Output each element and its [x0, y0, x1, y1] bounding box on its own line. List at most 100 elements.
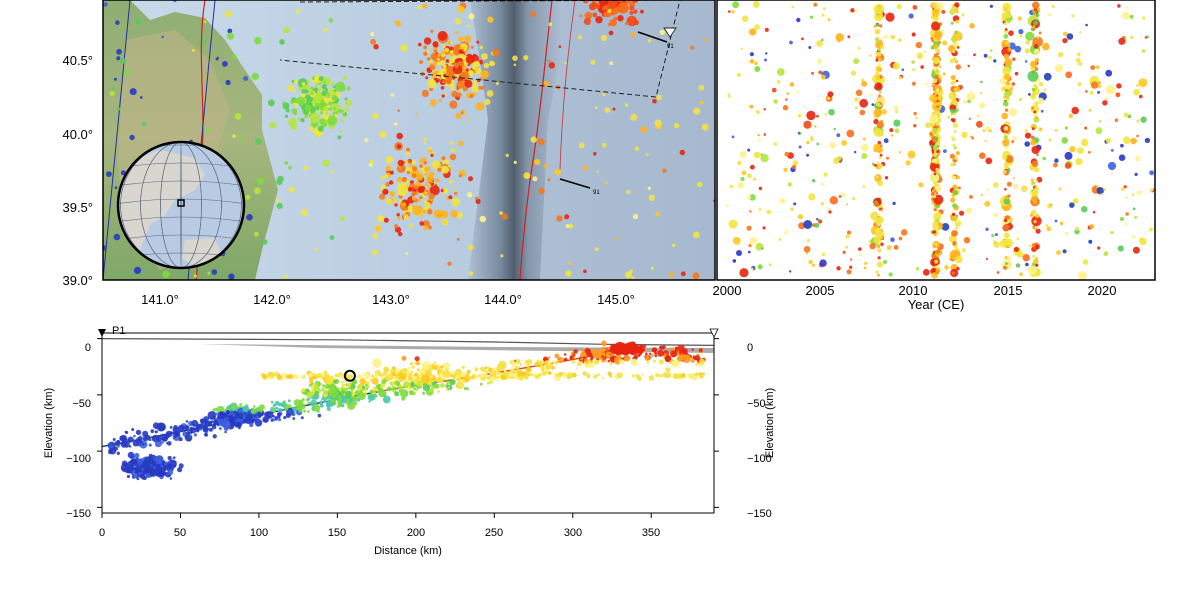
earthquake-dot	[372, 249, 378, 256]
hypocenter-dot	[333, 380, 337, 384]
earthquake-dot	[442, 160, 446, 164]
hypocenter-dot	[515, 366, 518, 369]
earthquake-dot	[920, 65, 924, 69]
hypocenter-dot	[136, 437, 142, 443]
earthquake-dot	[908, 13, 914, 19]
earthquake-dot	[877, 140, 882, 145]
hypocenter-dot	[479, 373, 485, 378]
earthquake-dot	[1079, 31, 1082, 34]
earthquake-dot	[934, 56, 938, 61]
earthquake-dot	[979, 152, 986, 159]
earthquake-dot	[564, 62, 567, 65]
hypocenter-dot	[128, 445, 132, 448]
earthquake-dot	[1013, 246, 1020, 252]
earthquake-dot	[979, 102, 986, 109]
earthquake-dot	[1123, 112, 1129, 118]
hypocenter-dot	[322, 384, 326, 388]
hypocenter-dot	[253, 414, 257, 418]
hypocenter-dot	[322, 389, 328, 395]
earthquake-dot	[406, 170, 410, 175]
hypocenter-dot	[437, 390, 440, 393]
hypocenter-dot	[626, 346, 632, 352]
earthquake-dot	[1129, 14, 1134, 19]
earthquake-dot	[406, 147, 410, 152]
hypocenter-dot	[141, 468, 145, 471]
hypocenter-dot	[695, 362, 699, 366]
earthquake-dot	[1069, 146, 1076, 153]
hypocenter-dot	[608, 349, 611, 353]
earthquake-dot	[797, 131, 801, 135]
earthquake-dot	[630, 32, 636, 38]
earthquake-dot	[931, 254, 937, 259]
earthquake-dot	[956, 218, 961, 223]
earthquake-dot	[1036, 36, 1040, 39]
dist-tick-label: 0	[99, 527, 105, 539]
earthquake-dot	[468, 13, 475, 20]
hypocenter-dot	[316, 373, 322, 379]
earthquake-dot	[474, 196, 479, 200]
earthquake-dot	[1004, 256, 1008, 260]
hypocenter-dot	[348, 399, 353, 404]
earthquake-dot	[943, 149, 947, 154]
earthquake-dot	[492, 48, 500, 57]
hypocenter-dot	[606, 346, 610, 350]
hypocenter-dot	[276, 374, 282, 380]
earthquake-dot	[1031, 189, 1039, 197]
earthquake-dot	[1141, 49, 1146, 53]
vector-label: 91	[593, 190, 600, 196]
earthquake-dot	[427, 57, 431, 61]
earthquake-dot	[129, 88, 137, 96]
earthquake-dot	[806, 140, 810, 145]
earthquake-dot	[896, 3, 902, 10]
hypocenter-dot	[196, 426, 200, 430]
earthquake-dot	[331, 95, 338, 101]
earthquake-dot	[871, 162, 875, 166]
earthquake-dot	[318, 76, 324, 82]
earthquake-dot	[455, 112, 462, 119]
hypocenter-dot	[576, 361, 582, 367]
earthquake-dot	[696, 181, 703, 188]
earthquake-dot	[951, 212, 956, 216]
earthquake-dot	[342, 75, 347, 80]
earthquake-dot	[704, 38, 708, 42]
earthquake-dot	[1027, 70, 1039, 82]
earthquake-dot	[880, 236, 884, 240]
hypocenter-dot	[161, 435, 168, 442]
earthquake-dot	[394, 203, 398, 207]
earthquake-dot	[1005, 215, 1010, 221]
hypocenter-dot	[461, 365, 465, 369]
earthquake-dot	[421, 89, 429, 97]
earthquake-dot	[915, 266, 920, 271]
earthquake-dot	[988, 55, 992, 60]
earthquake-dot	[308, 88, 313, 93]
earthquake-dot	[428, 171, 435, 178]
earthquake-dot	[862, 137, 866, 141]
earthquake-dot	[1120, 217, 1124, 221]
earthquake-dot	[954, 2, 960, 8]
hypocenter-dot	[440, 365, 444, 369]
earthquake-dot	[612, 107, 616, 111]
earthquake-dot	[883, 260, 887, 264]
earthquake-dot	[339, 216, 345, 222]
hypocenter-dot	[610, 357, 615, 362]
earthquake-dot	[1035, 228, 1041, 234]
earthquake-dot	[797, 90, 800, 94]
earthquake-dot	[1071, 106, 1079, 115]
earthquake-dot	[792, 160, 799, 166]
earthquake-dot	[1077, 52, 1081, 57]
earthquake-dot	[758, 138, 761, 142]
hypocenter-dot	[287, 399, 291, 403]
earthquake-dot	[301, 88, 308, 95]
hypocenter-dot	[639, 346, 643, 350]
earthquake-dot	[1105, 84, 1116, 95]
earthquake-dot	[877, 256, 881, 260]
earthquake-dot	[617, 15, 624, 22]
hypocenter-dot	[371, 377, 379, 385]
earthquake-dot	[808, 46, 812, 49]
earthquake-dot	[432, 61, 438, 66]
hypocenter-dot	[528, 368, 532, 372]
hypocenter-dot	[563, 353, 567, 356]
earthquake-dot	[647, 39, 652, 43]
earthquake-dot	[876, 75, 881, 80]
earthquake-dot	[755, 242, 764, 251]
